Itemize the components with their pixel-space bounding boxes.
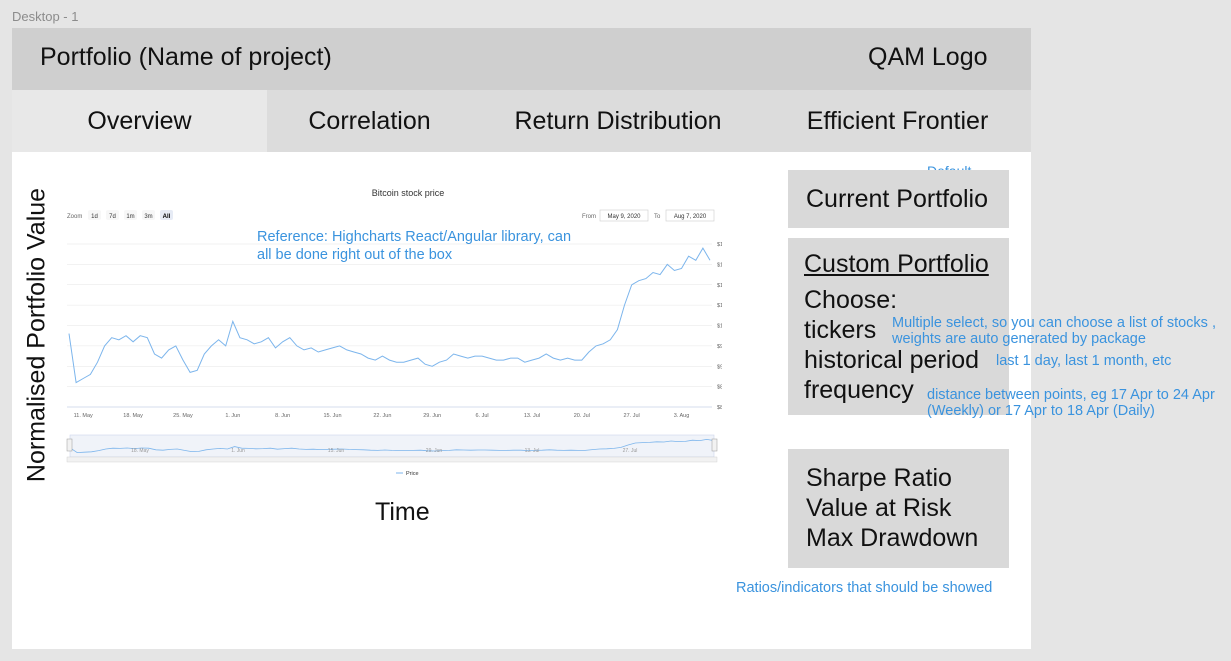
max-drawdown-label: Max Drawdown [806,524,979,552]
zoom-button-label: 1m [126,214,134,220]
y-tick-label: $8,500.00 [717,385,722,391]
sharpe-ratio-label: Sharpe Ratio [806,464,952,492]
x-tick-label: 1. Jun [225,413,240,419]
x-tick-label: 27. Jul [624,413,640,419]
tab-efficient-frontier[interactable]: Efficient Frontier [806,107,989,135]
logo: QAM Logo [868,43,988,71]
value-at-risk-label: Value at Risk [806,494,952,522]
zoom-button-label: 3m [144,214,152,220]
from-label: From [582,214,596,220]
frequency-note: distance between points, eg 17 Apr to 24… [927,387,1215,419]
zoom-button-label: 1d [91,214,98,220]
tickers-note: Multiple select, so you can choose a lis… [892,315,1216,347]
zoom-button-7d[interactable] [106,210,119,220]
from-date-value: May 9, 2020 [607,214,641,220]
current-portfolio-button[interactable] [788,170,1009,228]
y-axis-label: Normalised Portfolio Value [22,187,51,483]
custom-portfolio-title[interactable]: Custom Portfolio [804,250,989,278]
y-tick-label: $8,000.00 [717,405,722,411]
x-tick-label: 3. Aug [674,413,690,419]
zoom-button-1m[interactable] [124,210,137,220]
y-tick-label: $12,000.00 [717,242,722,248]
app-title: Portfolio (Name of project) [40,43,332,71]
frame-label: Desktop - 1 [12,9,79,24]
from-date-input[interactable] [599,209,649,222]
zoom-button-label: All [163,214,171,220]
to-date-input[interactable] [665,209,715,222]
zoom-button-3m[interactable] [142,210,155,220]
navigator-handle-right[interactable] [711,438,718,452]
x-tick-label: 20. Jul [574,413,590,419]
y-tick-label: $11,000.00 [717,283,722,289]
zoom-button-All[interactable] [160,210,173,220]
navigator-scrollbar[interactable] [66,456,718,463]
x-tick-label: 25. May [173,413,193,419]
x-tick-label: 15. Jun [323,413,341,419]
y-tick-label: $11,500.00 [717,262,722,268]
x-tick-label: 8. Jun [275,413,290,419]
legend-label: Price [406,471,419,477]
x-tick-label: 29. Jun [423,413,441,419]
app-header [12,28,1031,90]
navigator-tick-label: 27. Jul [623,448,638,454]
historical-period-selector[interactable]: historical period [804,346,980,374]
ratios-panel [788,449,1009,568]
navigator-tick-label: 1. Jun [231,448,245,454]
tickers-selector[interactable]: tickers [804,316,877,344]
price-chart: Bitcoin stock price Zoom 1d 7d 1m 3m All From Ma… [66,188,722,477]
x-tick-label: 11. May [74,413,93,419]
frequency-selector[interactable]: frequency [804,376,914,404]
navigator-series-line [69,438,715,454]
tab-correlation[interactable]: Correlation [308,107,431,135]
choose-label: Choose: [804,286,898,314]
navigator-tick-label: 13. Jul [525,448,540,454]
ratios-note: Ratios/indicators that should be showed [736,580,993,596]
reference-note: Reference: Highcharts React/Angular libr… [257,229,572,263]
x-tick-label: 18. May [123,413,143,419]
custom-portfolio-panel[interactable] [788,238,1009,415]
to-date-value: Aug 7, 2020 [674,214,707,220]
price-series-line [68,247,711,384]
zoom-button-1d[interactable] [88,210,101,220]
to-label: To [654,214,661,220]
current-portfolio-label: Current Portfolio [806,185,989,213]
x-axis-label: Time [375,498,430,526]
navigator-tick-label: 18. May [131,448,149,454]
zoom-label: Zoom [67,214,82,220]
tab-bar: Overview Correlation Return Distribution… [12,90,1031,152]
x-tick-label: 6. Jul [476,413,489,419]
tab-return-distribution[interactable]: Return Distribution [514,107,722,135]
navigator-window [69,434,715,458]
period-note: last 1 day, last 1 month, etc [996,353,1172,369]
y-tick-label: $9,500.00 [717,344,722,350]
navigator-tick-label: 15. Jun [328,448,345,454]
y-tick-label: $10,500.00 [717,303,722,309]
tab-overview[interactable]: Overview [12,90,267,152]
y-tick-label: $9,000.00 [717,364,722,370]
y-tick-label: $10,000.00 [717,324,722,330]
x-tick-label: 22. Jun [373,413,391,419]
chart-title: Bitcoin stock price [372,188,445,198]
navigator-tick-label: 29. Jun [426,448,443,454]
zoom-button-label: 7d [109,214,116,220]
navigator-handle-left[interactable] [66,438,73,452]
x-tick-label: 13. Jul [524,413,540,419]
